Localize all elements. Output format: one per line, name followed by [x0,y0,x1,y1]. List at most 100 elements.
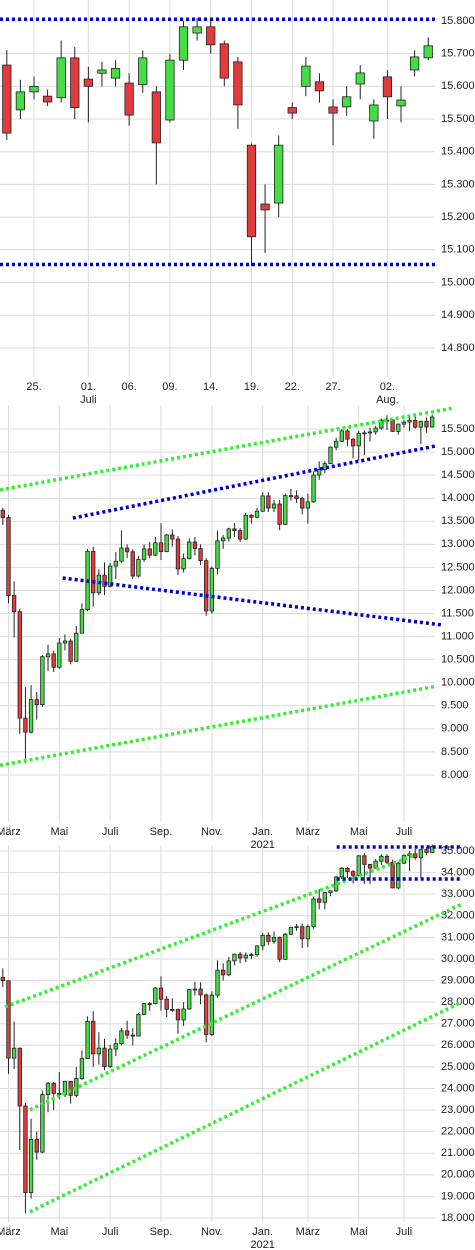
candle-body [164,534,169,553]
candle-body [136,1013,141,1037]
y-tick-label: 9.000 [441,723,469,735]
y-tick-label: 10.500 [441,654,475,666]
x-tick-label: 19. [244,381,259,393]
candle-body [34,699,39,706]
candle-body [430,416,435,428]
y-tick-label: 20.000 [441,1169,475,1181]
candle-body [384,855,390,863]
candle-body [68,1080,73,1096]
y-tick-label: 15.000 [441,446,475,458]
candle-body [175,1009,181,1021]
candle-body [300,926,305,940]
candle-body [23,1105,28,1194]
y-tick-label: 15.100 [441,244,475,256]
candle-body [181,1008,186,1021]
candle-body [333,440,339,448]
x-tick-label: Nov. [201,826,223,838]
candle-body [138,57,148,86]
candle-body [108,1048,113,1067]
candle-body [246,144,257,238]
candle-body [342,96,352,108]
x-tick-label: Juli [396,826,413,838]
x-tick-label: März [296,826,320,838]
candle-body [237,953,243,959]
candle-body [11,1047,17,1059]
candle-body [192,541,198,549]
candle-body [113,1043,118,1050]
candle-body [215,540,220,569]
x-tick-label: 22. [285,381,300,393]
candle-body [151,91,161,144]
candle-body [181,558,186,570]
chart-panel: 14.800 14.900 15.000 15.100 15.200 15.300 15.4… [0,0,475,406]
trendline [0,406,456,492]
candle-body [314,81,325,92]
candle-body [226,528,231,539]
candle-body [390,419,395,432]
candle-body [237,530,243,540]
x-sublabel: Aug. [376,394,399,406]
y-tick-label: 26.000 [441,1039,475,1051]
candle-body [170,1008,175,1011]
y-tick-label: 13.000 [441,538,475,550]
candle-body [350,438,356,447]
y-tick-label: 30.000 [441,953,475,965]
y-tick-label: 15.400 [441,146,475,158]
candle-body [209,567,215,612]
candle-body [418,849,424,859]
candle-body [130,551,135,577]
candle-body [390,861,395,889]
candle-body [192,988,198,991]
candle-body [187,989,192,1010]
candle-body [373,427,378,433]
y-tick-label: 27.000 [441,1018,475,1030]
candle-body [345,430,350,440]
y-tick-label: 19.000 [441,1190,475,1202]
candle-body [430,846,435,853]
candle-body [288,927,294,935]
x-sublabel: 2021 [250,1239,274,1250]
candle-body [141,548,147,560]
candle-body [147,1003,152,1006]
candle-body [45,1082,51,1095]
candle-body [187,541,192,560]
x-tick-label: 09. [162,381,177,393]
candle-body [220,537,226,542]
candle-body [28,699,34,733]
candle-body [226,960,231,976]
candle-body [277,503,282,525]
candle-body [11,595,17,613]
x-tick-label: März [296,1226,320,1238]
candle-body [62,640,68,644]
candle-body [0,976,5,982]
candle-body [260,203,270,211]
candle-body [362,432,367,435]
candle-body [382,76,393,98]
candle-body [192,26,202,34]
chart-panel: 18.000 19.000 20.000 21.000 22.000 23.000 24.0… [0,844,475,1250]
candle-body [249,514,254,518]
y-tick-label: 15.000 [441,276,475,288]
candle-body [170,534,175,540]
candle-body [413,853,418,859]
y-tick-label: 12.000 [441,584,475,596]
y-tick-label: 12.500 [441,561,475,573]
candle-body [243,954,248,959]
x-tick-label: 27. [325,381,340,393]
candle-body [119,547,124,562]
candle-body [110,67,121,79]
y-tick-label: 15.500 [441,113,475,125]
x-tick-label: Juli [102,1226,119,1238]
candle-body [423,45,433,59]
y-tick-label: 32.000 [441,910,475,922]
candle-body [254,510,260,518]
x-tick-label: 14. [203,381,218,393]
candle-body [367,863,373,869]
trendline [29,1000,462,1214]
candle-body [102,574,107,587]
x-tick-label: 02. [380,381,395,393]
y-tick-label: 33.000 [441,888,475,900]
candle-body [418,420,424,428]
candle-body [79,1058,85,1079]
